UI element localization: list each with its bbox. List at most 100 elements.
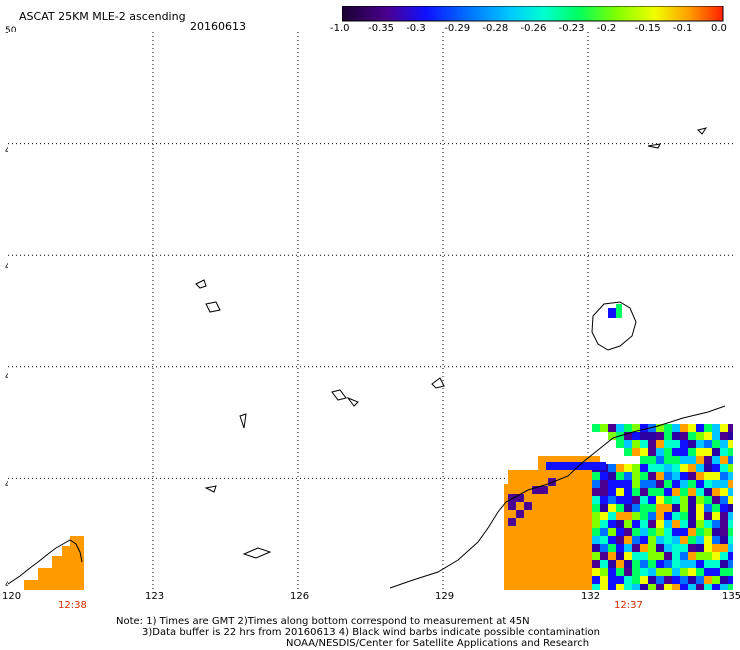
data-pixel (688, 568, 696, 576)
data-pixel (592, 560, 600, 568)
swath-left (38, 568, 84, 580)
data-pixel (712, 576, 720, 584)
data-pixel (656, 544, 664, 552)
data-pixel (524, 502, 532, 510)
data-pixel (720, 528, 728, 536)
data-pixel (632, 464, 640, 472)
data-pixel (672, 504, 680, 512)
islet-f (239, 413, 247, 429)
data-pixel (704, 464, 712, 472)
data-pixel (656, 584, 664, 590)
colorbar-label: -0.23 (558, 23, 585, 34)
islet-a (195, 279, 207, 289)
data-pixel (712, 456, 720, 464)
data-pixel (600, 424, 608, 432)
product-date: 20160613 (190, 20, 246, 33)
data-pixel (672, 520, 680, 528)
data-pixel (712, 448, 720, 456)
data-pixel (648, 536, 656, 544)
data-pixel (656, 480, 664, 488)
data-pixel (608, 424, 616, 432)
data-pixel (720, 424, 728, 432)
data-pixel (720, 584, 728, 590)
data-pixel (664, 512, 672, 520)
data-pixel (592, 552, 600, 560)
data-pixel (608, 552, 616, 560)
data-pixel (664, 536, 672, 544)
islet-g (204, 485, 217, 493)
data-pixel (608, 480, 616, 488)
data-pixel (616, 576, 624, 584)
data-pixel (720, 432, 728, 440)
data-pixel (664, 488, 672, 496)
data-pixel (680, 560, 688, 568)
data-pixel (672, 432, 680, 440)
data-pixel (704, 424, 712, 432)
liaodong-coast (8, 539, 83, 585)
data-pixel (656, 496, 664, 504)
data-pixel (680, 440, 688, 448)
data-pixel (704, 536, 712, 544)
data-pixel (624, 584, 632, 590)
data-pixel (640, 520, 648, 528)
data-pixel (616, 424, 624, 432)
data-pixel (696, 432, 704, 440)
data-pixel (624, 544, 632, 552)
data-pixel (632, 544, 640, 552)
data-pixel (640, 480, 648, 488)
data-pixel (728, 472, 733, 480)
data-pixel (624, 440, 632, 448)
data-pixel (664, 576, 672, 584)
data-pixel (592, 512, 600, 520)
data-pixel (600, 472, 608, 480)
data-pixel (616, 536, 624, 544)
islet-d (346, 396, 359, 407)
data-pixel (664, 480, 672, 488)
data-pixel (672, 464, 680, 472)
data-pixel (640, 568, 648, 576)
data-pixel (664, 432, 672, 440)
data-pixel (704, 552, 712, 560)
data-pixel (688, 584, 696, 590)
data-pixel (624, 496, 632, 504)
data-pixel (648, 576, 656, 584)
data-pixel (624, 504, 632, 512)
data-pixel (728, 512, 733, 520)
data-pixel (656, 504, 664, 512)
data-pixel (688, 576, 696, 584)
data-pixel (672, 512, 680, 520)
data-pixel (720, 576, 728, 584)
data-pixel (704, 528, 712, 536)
data-pixel (688, 472, 696, 480)
data-pixel (608, 504, 616, 512)
data-pixel (704, 544, 712, 552)
data-pixel (656, 472, 664, 480)
data-pixel (592, 576, 600, 584)
islet-i (697, 127, 708, 135)
data-pixel (720, 488, 728, 496)
data-pixel (672, 480, 680, 488)
data-pixel (672, 448, 680, 456)
data-pixel (508, 494, 516, 502)
data-pixel (640, 576, 648, 584)
data-pixel (672, 536, 680, 544)
data-pixel (600, 536, 608, 544)
data-pixel (680, 568, 688, 576)
data-pixel (704, 520, 712, 528)
data-pixel (632, 432, 640, 440)
data-pixel (664, 472, 672, 480)
data-pixel (688, 552, 696, 560)
data-pixel (632, 552, 640, 560)
data-pixel (688, 560, 696, 568)
data-pixel (640, 448, 648, 456)
data-pixel (624, 512, 632, 520)
data-pixel (728, 448, 733, 456)
data-pixel (704, 472, 712, 480)
data-pixel (632, 504, 640, 512)
data-pixel (656, 536, 664, 544)
data-pixel (664, 568, 672, 576)
data-pixel (688, 536, 696, 544)
data-pixel (600, 576, 608, 584)
data-pixel (680, 496, 688, 504)
data-pixel (640, 432, 648, 440)
